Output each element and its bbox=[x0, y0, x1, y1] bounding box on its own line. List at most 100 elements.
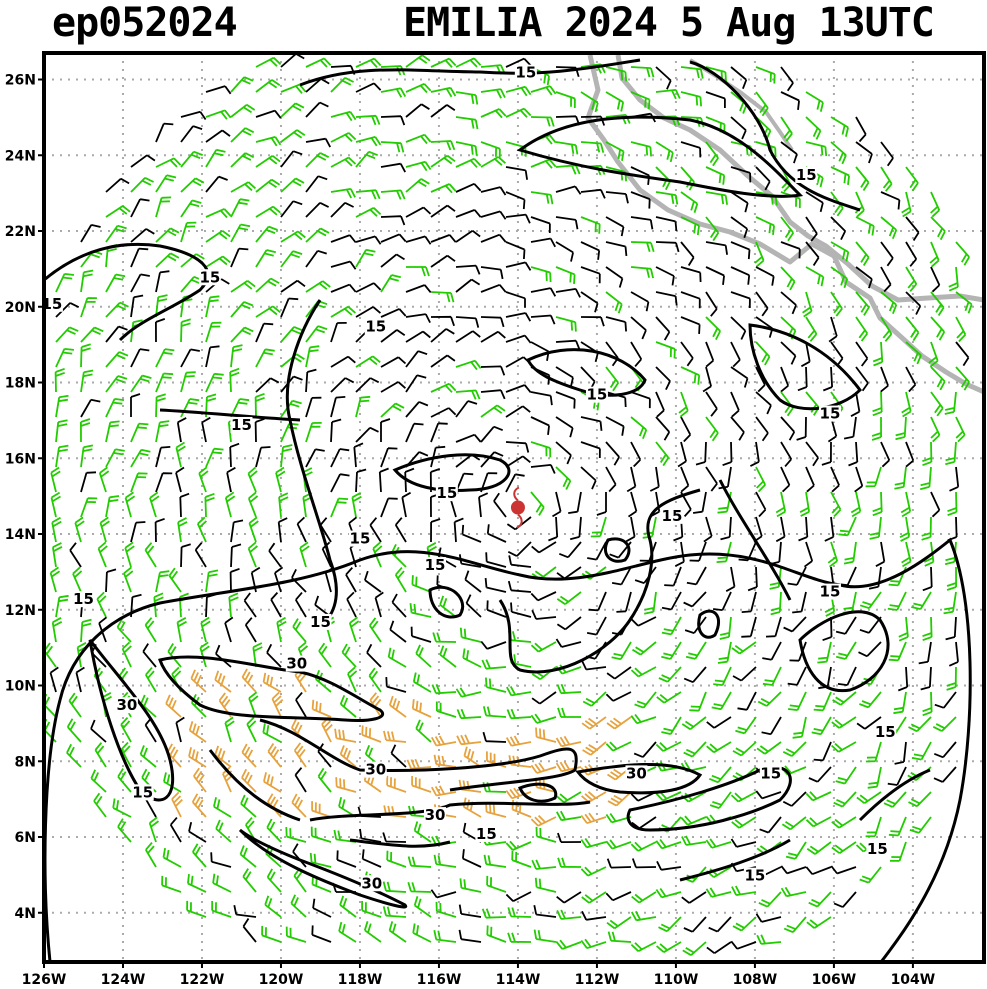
wind-barb bbox=[405, 206, 432, 218]
wind-barb bbox=[233, 905, 257, 918]
wind-barb bbox=[305, 368, 317, 393]
wind-barb bbox=[580, 866, 607, 877]
wind-barb bbox=[66, 718, 82, 743]
wind-barb bbox=[530, 237, 556, 248]
wind-barb bbox=[530, 158, 557, 169]
wind-barb bbox=[581, 716, 607, 730]
wind-barb bbox=[630, 316, 647, 340]
wind-barb bbox=[730, 940, 757, 950]
wind-barb bbox=[630, 391, 651, 409]
wind-barb bbox=[415, 644, 432, 668]
wind-barb bbox=[798, 516, 809, 542]
wind-barb bbox=[580, 266, 601, 284]
wind-barb bbox=[580, 188, 606, 199]
wind-barb bbox=[580, 216, 601, 234]
wind-barb bbox=[730, 316, 747, 340]
wind-barb bbox=[678, 391, 689, 418]
wind-barb bbox=[311, 699, 332, 718]
wind-barb bbox=[805, 441, 819, 467]
wind-barb bbox=[717, 641, 732, 664]
wind-barb bbox=[176, 617, 187, 643]
wind-barb bbox=[848, 441, 859, 467]
wind-barb bbox=[380, 418, 391, 442]
wind-barb bbox=[380, 87, 407, 98]
wind-barb bbox=[945, 441, 957, 466]
wind-barb bbox=[478, 492, 489, 518]
wind-barb bbox=[175, 716, 185, 743]
wind-barb bbox=[130, 374, 152, 393]
wind-barb bbox=[455, 209, 482, 218]
wind-barb bbox=[276, 616, 287, 643]
wind-barb bbox=[747, 566, 758, 592]
wind-barb bbox=[855, 341, 869, 367]
wind-barb bbox=[655, 441, 670, 467]
wind-barb bbox=[680, 266, 702, 283]
lat-tick-label: 10N bbox=[5, 679, 36, 695]
wind-barb bbox=[805, 191, 824, 213]
lat-tick-label: 20N bbox=[5, 300, 36, 316]
wind-barb bbox=[380, 233, 407, 243]
wind-barb bbox=[155, 472, 173, 493]
wind-barb bbox=[865, 741, 882, 763]
wind-barb bbox=[556, 791, 582, 804]
wind-barb bbox=[404, 467, 415, 493]
wind-barb bbox=[713, 666, 732, 686]
wind-barb bbox=[905, 366, 917, 393]
wind-barb bbox=[248, 516, 259, 543]
contour-label-bg bbox=[230, 416, 253, 433]
wind-barb bbox=[555, 91, 576, 109]
wind-barb bbox=[99, 516, 110, 543]
wind-barb bbox=[355, 377, 380, 393]
lon-tick-label: 126W bbox=[22, 972, 67, 988]
wind-barb bbox=[330, 283, 357, 293]
wind-barb bbox=[188, 821, 207, 843]
wind-barb bbox=[205, 345, 220, 368]
wind-barb bbox=[505, 891, 532, 902]
wind-barb bbox=[805, 116, 822, 140]
wind-barb bbox=[485, 802, 507, 818]
wind-barb bbox=[255, 322, 274, 343]
wind-barb bbox=[480, 404, 506, 418]
wind-barb bbox=[680, 466, 690, 493]
wind-barb bbox=[928, 341, 939, 368]
wind-barb bbox=[224, 716, 235, 743]
wind-barb bbox=[80, 471, 97, 493]
wind-barb bbox=[330, 497, 349, 518]
wind-barb bbox=[305, 101, 329, 118]
storm-id-label: ep052024 bbox=[52, 0, 238, 46]
wind-barb bbox=[153, 592, 164, 618]
wind-barb bbox=[176, 417, 187, 443]
wind-barb bbox=[459, 627, 482, 643]
wind-barb bbox=[655, 241, 680, 253]
wind-barb bbox=[405, 401, 429, 418]
wind-barb bbox=[555, 288, 581, 298]
wind-barb bbox=[255, 305, 281, 318]
wind-barb bbox=[123, 566, 134, 593]
wind-barb bbox=[380, 356, 407, 368]
contour-label-bg bbox=[131, 784, 154, 801]
wind-barb bbox=[706, 741, 732, 754]
wind-barb bbox=[681, 891, 707, 904]
wind-barb bbox=[821, 441, 832, 466]
wind-barb bbox=[191, 793, 207, 818]
wind-barb bbox=[765, 616, 782, 638]
wind-barb bbox=[556, 810, 582, 822]
wind-barb bbox=[480, 451, 504, 468]
wind-barb bbox=[230, 247, 249, 268]
wind-barb bbox=[805, 866, 832, 876]
wind-barb bbox=[49, 566, 61, 593]
wind-barb bbox=[680, 815, 707, 826]
map-frame bbox=[42, 51, 986, 964]
wind-barb bbox=[366, 643, 382, 668]
wind-barb bbox=[480, 425, 504, 443]
wind-barb bbox=[872, 491, 883, 517]
wind-barb bbox=[830, 865, 857, 875]
wind-barb bbox=[230, 344, 243, 368]
wind-barb bbox=[455, 157, 482, 168]
wind-barb bbox=[155, 174, 177, 193]
wind-barb bbox=[117, 818, 132, 843]
wind-barb bbox=[905, 266, 918, 292]
wind-barb bbox=[530, 287, 557, 297]
wind-barb bbox=[955, 416, 966, 443]
lon-tick-label: 122W bbox=[180, 972, 225, 988]
